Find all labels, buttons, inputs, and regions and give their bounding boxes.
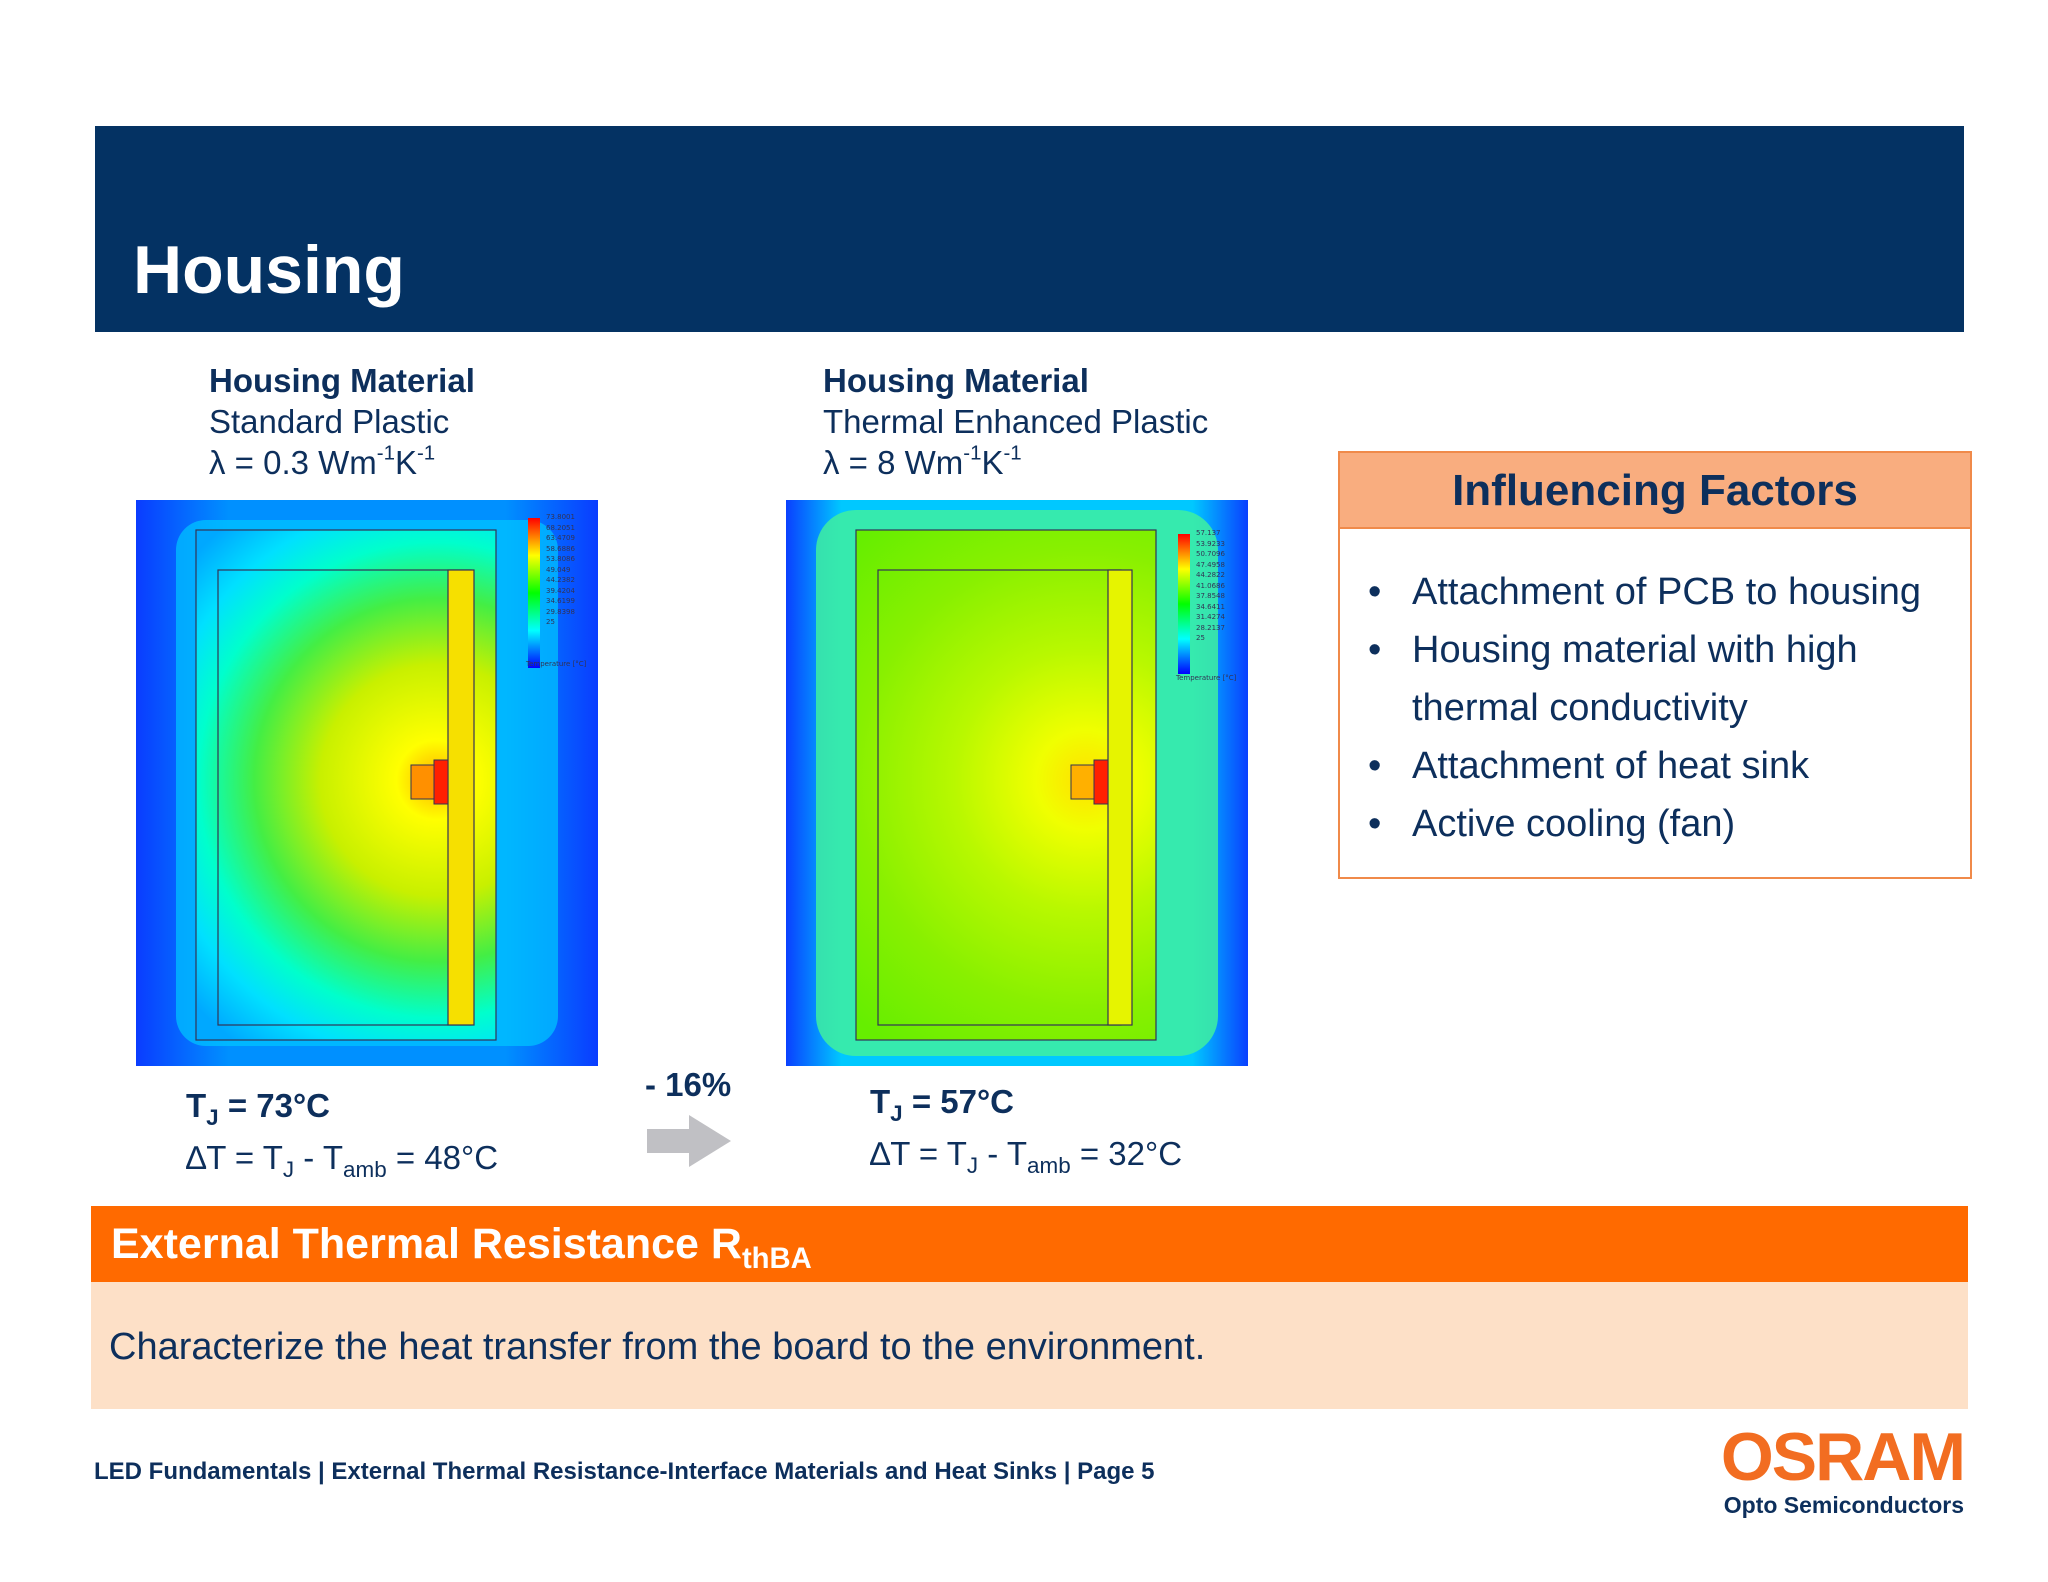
left-legend-title: Temperature [°C] <box>526 660 587 668</box>
arrow-right-icon <box>647 1115 731 1172</box>
legend-value: 34.6199 <box>546 597 575 605</box>
influencing-factors-list: • Attachment of PCB to housing • Housing m… <box>1368 563 1968 853</box>
reduction-percent: - 16% <box>645 1066 732 1103</box>
logo-subtitle: Opto Semiconductors <box>1723 1492 1964 1518</box>
thermal-image-thermal-enhanced-plastic <box>786 500 1248 1066</box>
thermal-image-standard-plastic <box>136 500 598 1066</box>
resistance-title-bar: External Thermal Resistance RthBA <box>91 1206 1968 1282</box>
left-material-name: Standard Plastic <box>209 403 450 440</box>
resistance-description-box: Characterize the heat transfer from the … <box>91 1282 1968 1409</box>
legend-value: 34.6411 <box>1196 602 1225 611</box>
right-legend-title: Temperature [°C] <box>1176 674 1237 682</box>
legend-value: 53.9233 <box>1196 539 1225 548</box>
legend-value: 49.049 <box>546 565 571 574</box>
legend-value: 44.2822 <box>1196 571 1225 579</box>
resistance-description: Characterize the heat transfer from the … <box>109 1326 1206 1368</box>
footer-text: LED Fundamentals | External Thermal Resi… <box>94 1458 1155 1485</box>
legend-value: 25 <box>1196 634 1205 642</box>
right-material-heading: Housing Material <box>823 362 1089 399</box>
right-junction-temp: TJ = 57°C <box>870 1083 1014 1126</box>
legend-value: 47.4958 <box>1196 560 1225 569</box>
resistance-title: External Thermal Resistance RthBA <box>111 1220 812 1276</box>
left-lambda: λ = 0.3 Wm-1K-1 <box>209 441 436 481</box>
list-item: • Active cooling (fan) <box>1368 803 1736 845</box>
legend-value: 50.7096 <box>1196 550 1225 558</box>
right-delta-t: ∆T = TJ - Tamb = 32°C <box>870 1135 1183 1178</box>
legend-value: 68.2051 <box>546 523 575 532</box>
left-material-caption: Housing Material Standard Plastic λ = 0.… <box>209 360 475 483</box>
left-material-heading: Housing Material <box>209 362 475 399</box>
legend-value: 29.8398 <box>546 607 575 616</box>
legend-value: 73.8001 <box>546 513 575 521</box>
list-item: • Attachment of PCB to housing <box>1368 571 1922 613</box>
left-delta-t: ∆T = TJ - Tamb = 48°C <box>186 1139 499 1182</box>
legend-value: 58.6886 <box>546 544 575 553</box>
legend-value: 41.0686 <box>1196 581 1225 590</box>
legend-value: 37.8548 <box>1196 592 1225 600</box>
legend-value: 53.8086 <box>546 555 575 563</box>
legend-value: 44.2382 <box>546 576 575 584</box>
legend-value: 25 <box>546 618 555 626</box>
left-junction-temp: TJ = 73°C <box>186 1087 330 1130</box>
left-legend: 73.8001 68.2051 63.4709 58.6886 53.8086 … <box>546 512 575 628</box>
legend-value: 39.4204 <box>546 586 575 595</box>
legend-value: 28.2137 <box>1196 623 1225 632</box>
osram-logo: OSRAM Opto Semiconductors <box>1714 1419 1966 1520</box>
list-item: • Housing material with high thermal cond… <box>1368 629 1858 729</box>
logo-wordmark: OSRAM <box>1720 1419 1966 1495</box>
right-lambda: λ = 8 Wm-1K-1 <box>823 441 1022 481</box>
page-title: Housing <box>133 232 405 308</box>
right-results: TJ = 57°C ∆T = TJ - Tamb = 32°C <box>870 1076 1182 1180</box>
right-material-name: Thermal Enhanced Plastic <box>823 403 1209 440</box>
header-band <box>95 126 1964 332</box>
left-results: TJ = 73°C ∆T = TJ - Tamb = 48°C <box>186 1080 498 1184</box>
legend-value: 31.4274 <box>1196 613 1225 621</box>
legend-value: 63.4709 <box>546 534 575 542</box>
list-item: • Attachment of heat sink <box>1368 745 1810 787</box>
influencing-factors-title: Influencing Factors <box>1340 453 1970 529</box>
influencing-factors-box: Influencing Factors • Attachment of PCB t… <box>1338 451 1972 879</box>
legend-value: 57.137 <box>1196 529 1221 537</box>
right-legend: 57.137 53.9233 50.7096 47.4958 44.2822 4… <box>1196 528 1225 644</box>
right-material-caption: Housing Material Thermal Enhanced Plasti… <box>823 360 1208 483</box>
